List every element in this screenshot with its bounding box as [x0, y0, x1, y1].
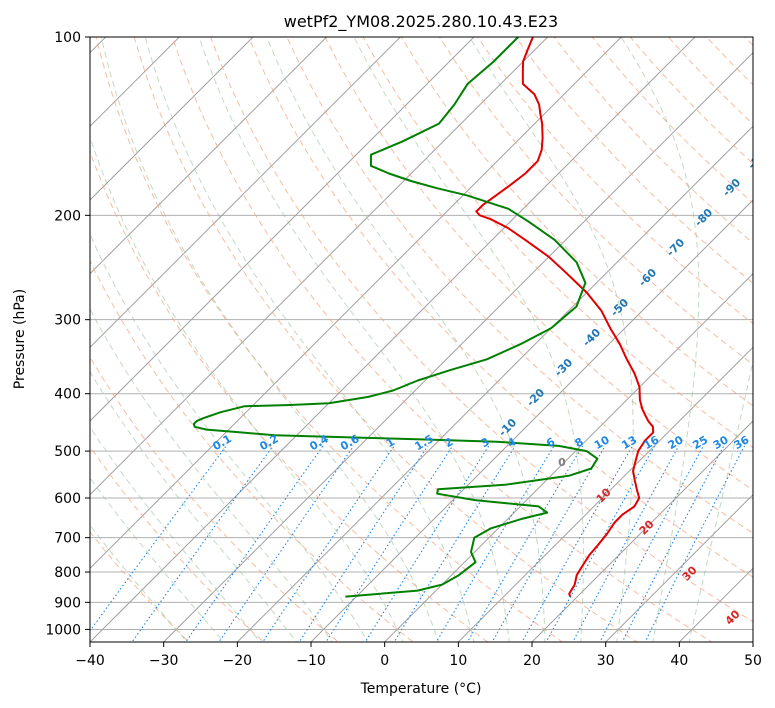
- profile-lines: [192, 37, 655, 598]
- isotherm-line: [90, 37, 402, 349]
- x-tick-label: 50: [744, 653, 762, 669]
- mixing-ratio-line: [545, 445, 656, 642]
- plot-frame: [89, 36, 754, 643]
- y-tick-label: 600: [54, 491, 81, 507]
- y-tick-label: 300: [54, 313, 81, 329]
- moist-adiabat-line: [688, 358, 753, 642]
- x-tick-label: 20: [523, 653, 541, 669]
- x-tick-label: −40: [75, 653, 105, 669]
- moist-adiabat-line: [90, 308, 333, 642]
- isotherm-line: [457, 346, 753, 642]
- mixing-ratio-line: [466, 445, 584, 642]
- chart-title: wetPf2_YM08.2025.280.10.43.E23: [284, 12, 558, 32]
- x-tick-label: 40: [670, 653, 688, 669]
- moist-adiabat-line: [90, 135, 404, 642]
- dry-adiabat-line: [324, 37, 753, 491]
- mixing-ratio-line: [262, 445, 395, 642]
- mixing-ratio-line: [644, 445, 746, 642]
- temperature-line: [475, 37, 655, 597]
- moist-adiabat-line: [90, 426, 261, 642]
- x-tick-label: 10: [449, 653, 467, 669]
- isotherm-line: [90, 37, 475, 422]
- background-lines: [90, 37, 753, 642]
- y-tick-label: 400: [54, 387, 81, 403]
- mixing-ratio-line: [599, 445, 704, 642]
- moist-adiabat-line: [90, 232, 369, 642]
- mixing-ratio-line: [491, 445, 606, 642]
- isotherm-line: [90, 37, 696, 642]
- mixing-ratio-line: [364, 445, 490, 642]
- dry-adiabat-line: [248, 37, 753, 578]
- dry-adiabat-line: [90, 531, 190, 642]
- isotherm-line: [531, 420, 753, 642]
- x-tick-label: −20: [223, 653, 253, 669]
- moist-adiabat-line: [90, 476, 225, 642]
- y-tick-label: 700: [54, 531, 81, 547]
- mixing-ratio-line: [393, 445, 516, 642]
- moist-adiabat-line: [198, 37, 510, 642]
- dry-adiabat-label: 0: [558, 456, 566, 469]
- dry-adiabat-line: [209, 37, 753, 623]
- dewpoint-line: [192, 37, 599, 598]
- dry-adiabat-line: [171, 37, 713, 642]
- dry-adiabat-line: [286, 37, 753, 534]
- dry-adiabat-line: [90, 445, 265, 642]
- y-tick-label: 900: [54, 595, 81, 611]
- isotherm-line: [90, 37, 254, 201]
- moist-adiabat-line: [90, 370, 297, 642]
- isotherm-line: [90, 37, 328, 275]
- isotherm-line: [162, 51, 753, 642]
- isotherm-line: [604, 493, 753, 642]
- dry-adiabat-line: [362, 37, 753, 449]
- y-tick-label: 800: [54, 565, 81, 581]
- dry-adiabat-line: [90, 356, 339, 642]
- x-tick-label: −30: [149, 653, 179, 669]
- moist-adiabat-line: [469, 37, 634, 642]
- dry-adiabat-line: [90, 259, 414, 642]
- moist-adiabat-line: [353, 37, 584, 642]
- isotherm-line: [236, 125, 753, 642]
- dry-adiabat-line: [515, 37, 753, 284]
- moist-adiabat-line: [266, 37, 546, 642]
- isotherm-line: [310, 199, 753, 642]
- y-axis-label: Pressure (hPa): [12, 289, 28, 389]
- mixing-ratio-line: [218, 445, 355, 642]
- moist-adiabat-line: [100, 37, 440, 642]
- y-tick-label: 100: [54, 30, 81, 46]
- moist-adiabat-line: [144, 37, 475, 642]
- y-tick-label: 500: [54, 444, 81, 460]
- dry-adiabat-line: [95, 37, 564, 642]
- mixing-ratio-line: [131, 445, 274, 642]
- isotherm-line: [90, 37, 181, 128]
- y-tick-label: 1000: [45, 622, 81, 638]
- x-tick-label: 30: [597, 653, 615, 669]
- mixing-ratio-line: [435, 445, 555, 642]
- dry-adiabat-line: [90, 150, 489, 642]
- isotherm-line: [383, 272, 753, 642]
- moist-adiabat-line: [620, 37, 700, 642]
- isotherm-line: [90, 37, 549, 496]
- x-axis-label: Temperature (°C): [360, 681, 482, 697]
- x-tick-label: 0: [380, 653, 389, 669]
- mixing-ratio-line: [521, 445, 633, 642]
- y-tick-label: 200: [54, 208, 81, 224]
- x-tick-label: −10: [296, 653, 326, 669]
- mixing-ratio-line: [572, 445, 680, 642]
- axes: −40 −30 −20 −10 0 10 20 30 40 50 100 200 300 400 500 60…: [45, 30, 762, 669]
